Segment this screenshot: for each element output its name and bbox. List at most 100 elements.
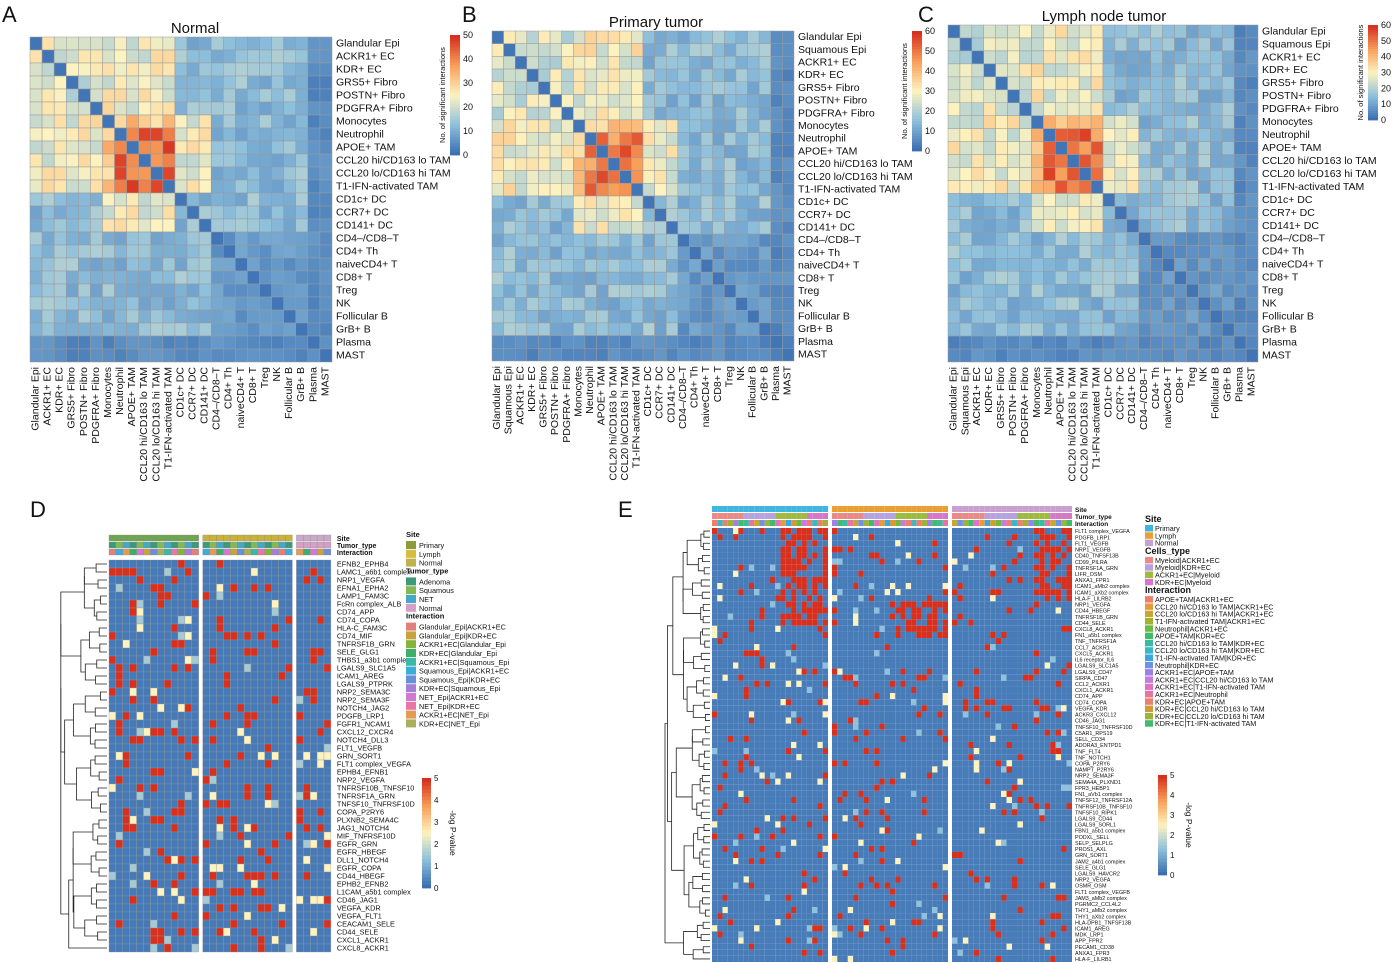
heatmap-cell [619,195,632,209]
heatmap-cell [223,88,236,103]
dendrogram-branch [64,719,77,785]
heatmap-cell [764,540,770,547]
heatmap-cell [984,583,991,590]
heatmap-cell [162,309,176,324]
heatmap-cell [250,567,259,577]
heatmap-cell [216,631,224,641]
heatmap-cell [210,166,224,181]
heatmap-cell [235,166,248,181]
heatmap-cell [115,567,123,577]
heatmap-cell [879,534,885,541]
heatmap-cell [174,114,188,129]
heatmap-cell [186,101,200,116]
heatmap-cell [1126,37,1140,52]
heatmap-cell [295,49,309,64]
colorbar-swatch [912,118,922,122]
heatmap-cell [724,195,737,209]
heatmap-cell [250,815,259,825]
heatmap-cell [174,257,188,272]
heatmap-cell [995,193,1008,207]
heatmap-cell [235,62,248,77]
heatmap-cell [323,815,332,825]
heatmap-cell [561,348,574,362]
heatmap-cell [1007,348,1020,363]
heatmap-cell [186,192,200,207]
site-annotation [743,506,749,512]
heatmap-cell [129,887,137,897]
heatmap-cell [237,863,245,873]
heatmap-cell [129,791,137,801]
heatmap-cell [677,81,690,95]
heatmap-cell [1028,546,1034,553]
heatmap-cell [607,233,621,248]
colorbar-swatch [912,82,922,86]
heatmap-cell [884,552,890,559]
heatmap-cell [243,863,252,873]
heatmap-cell [136,615,144,625]
heatmap-cell [223,62,236,77]
heatmap-cell [316,935,325,945]
heatmap-cell [642,94,655,108]
heatmap-cell [90,75,103,90]
heatmap-cell [1138,50,1151,65]
heatmap-cell [164,647,172,657]
heatmap-cell [157,839,165,849]
heatmap-cell [150,631,158,641]
heatmap-cell [319,192,333,207]
heatmap-cell [1126,128,1140,142]
heatmap-cell [177,591,186,601]
heatmap-cell [1233,141,1247,155]
heatmap-cell [184,735,192,745]
heatmap-cell [983,37,996,52]
heatmap-cell [247,218,260,233]
heatmap-cell [758,30,772,44]
heatmap-cell [257,639,265,649]
heatmap-cell [319,348,333,363]
heatmap-cell [129,879,137,889]
heatmap-cell [584,56,597,70]
heatmap-cell [1043,309,1056,324]
cells-annotation [1050,513,1056,519]
heatmap-cell [184,639,192,649]
heatmap-cell [959,115,973,129]
interaction-annotation [243,548,252,556]
heatmap-cell [847,552,854,559]
heatmap-cell [1031,37,1044,52]
heatmap-cell [782,56,795,70]
heatmap-cell [303,607,311,617]
heatmap-cell [136,599,144,609]
row-label: T1-IFN-activated TAM [336,180,438,192]
heatmap-cell [129,799,137,809]
heatmap-cell [216,727,224,737]
heatmap-cell [689,170,702,184]
heatmap-cell [122,807,130,817]
heatmap-cell [295,36,309,51]
heatmap-cell [971,89,985,104]
heatmap-cell [584,284,597,298]
heatmap-cell [209,751,217,761]
heatmap-cell [596,81,609,95]
heatmap-cell [174,140,188,155]
heatmap-cell [198,296,212,311]
heatmap-cell [607,271,621,286]
heatmap-cell [143,927,151,937]
heatmap-cell [1031,115,1044,129]
colorbar-swatch [912,124,922,128]
heatmap-cell [1066,540,1072,547]
heatmap-cell [631,94,644,108]
cells-annotation [900,513,906,519]
heatmap-cell [1066,534,1072,541]
heatmap-cell [216,799,224,809]
heatmap-cell [1090,102,1104,116]
heatmap-cell [323,783,332,793]
heatmap-cell [764,534,770,541]
heatmap-cell [223,727,231,737]
heatmap-cell [170,623,179,633]
heatmap-cell [573,335,586,349]
heatmap-cell [143,695,151,705]
heatmap-cell [573,195,586,209]
heatmap-cell [1126,322,1140,337]
heatmap-cell [150,687,158,697]
heatmap-cell [115,559,123,569]
heatmap-cell [942,528,948,535]
